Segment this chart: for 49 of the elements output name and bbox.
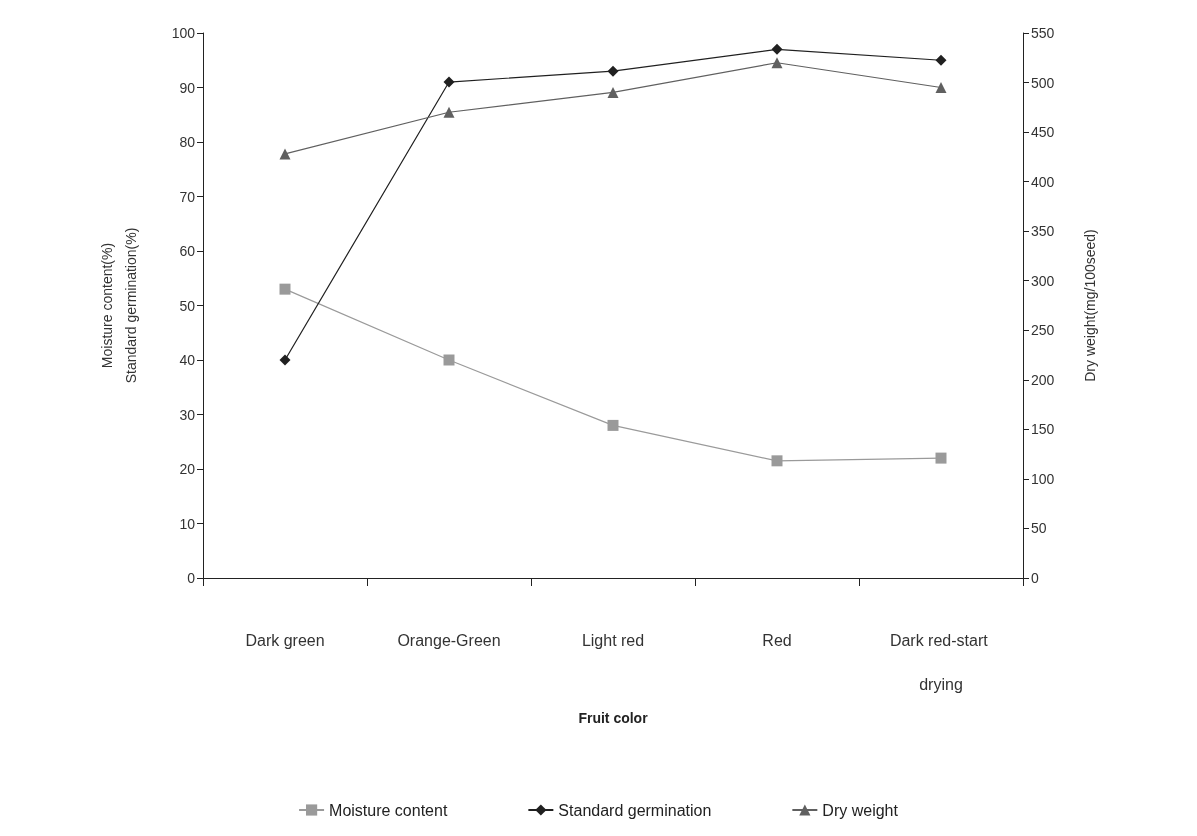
y2-tick-label: 350: [1031, 223, 1055, 240]
point: [771, 57, 783, 69]
point: [443, 354, 455, 366]
y2-tick-label: 200: [1031, 371, 1055, 388]
point: [935, 452, 947, 464]
legend-label: Moisture content: [329, 801, 448, 819]
y-tick-label: 100: [171, 25, 196, 41]
y-tick-label: 40: [179, 352, 196, 368]
point: [771, 455, 783, 467]
category-label: Dark red-start drying: [889, 631, 988, 693]
y2-tick-label: 500: [1031, 74, 1055, 91]
y-tick-label: 60: [179, 243, 196, 259]
y2-tick-label: 50: [1031, 520, 1047, 537]
point: [935, 82, 947, 93]
x-tick-label: Red: [762, 631, 792, 649]
point: [935, 54, 947, 66]
point: [279, 148, 291, 160]
y2-tick-label: 100: [1031, 470, 1055, 487]
y2-axis-title: Dry weight(mg/100seed): [1082, 229, 1098, 382]
point: [607, 65, 619, 77]
point: [443, 106, 455, 118]
y-tick-label: 30: [179, 406, 196, 423]
point: [607, 86, 619, 98]
legend-label: Standard germination: [558, 801, 712, 819]
point: [771, 43, 783, 55]
y2-tick-label: 450: [1031, 124, 1055, 141]
y2-tick-label: 400: [1031, 173, 1055, 190]
y2-tick-label: 0: [1031, 570, 1039, 586]
y-tick-label: 10: [179, 515, 196, 532]
x-tick-label: Dark green: [245, 631, 325, 649]
point: [279, 283, 291, 295]
x-axis-title: Fruit color: [578, 709, 649, 726]
y-tick-label: 80: [179, 134, 196, 150]
y2-tick-label: 550: [1031, 25, 1055, 41]
y2-tick-label: 150: [1031, 421, 1055, 438]
legend-label: Dry weight: [822, 801, 899, 819]
point: [607, 419, 619, 431]
point: [443, 76, 455, 88]
point: [279, 354, 291, 366]
y2-tick-label: 250: [1031, 322, 1055, 339]
y-axis-title: Moisture content(%) Standard germination(%): [99, 227, 139, 384]
x-tick-label: Light red: [581, 631, 645, 649]
y-tick-label: 50: [179, 297, 196, 314]
y-tick-label: 20: [179, 461, 196, 477]
x-tick-label: Orange-Green: [397, 631, 501, 649]
y-tick-label: 70: [179, 188, 196, 205]
y2-tick-label: 300: [1031, 272, 1055, 289]
y-tick-label: 90: [179, 79, 196, 96]
y-tick-label: 0: [187, 570, 196, 586]
